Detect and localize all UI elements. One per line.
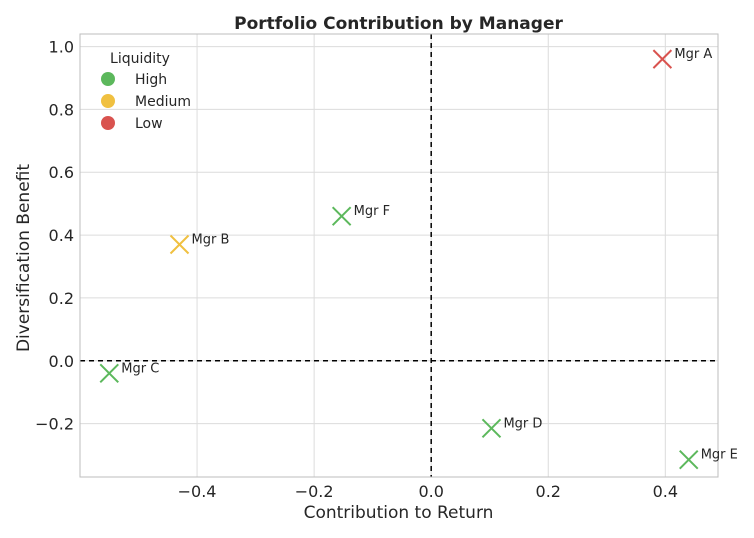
x-marker xyxy=(652,49,673,69)
legend-swatch-high xyxy=(101,72,115,86)
y-tick-label: 0.6 xyxy=(49,163,74,182)
legend-swatch-medium xyxy=(101,94,115,108)
x-axis-label: Contribution to Return xyxy=(304,503,494,523)
point-label: Mgr C xyxy=(121,361,159,376)
x-marker xyxy=(481,418,502,439)
y-tick-label: 0.8 xyxy=(49,100,74,119)
y-tick-label: 0.4 xyxy=(49,226,74,245)
point-mgr-e: Mgr E xyxy=(679,448,738,470)
point-label: Mgr E xyxy=(701,448,738,463)
x-tick-label: 0.4 xyxy=(653,482,678,501)
x-marker xyxy=(169,234,190,255)
point-mgr-c: Mgr C xyxy=(99,361,159,384)
legend-label: Medium xyxy=(135,94,191,110)
point-mgr-f: Mgr F xyxy=(331,204,390,226)
point-label: Mgr A xyxy=(674,47,712,62)
legend: Liquidity High Medium Low xyxy=(101,51,191,132)
point-label: Mgr D xyxy=(503,416,542,431)
legend-label: High xyxy=(135,72,167,88)
x-tick-label: 0.0 xyxy=(418,482,443,501)
x-marker xyxy=(331,206,352,226)
legend-label: Low xyxy=(135,116,163,132)
x-tick-label: −0.4 xyxy=(178,482,217,501)
legend-title: Liquidity xyxy=(110,51,170,67)
y-tick-label: −0.2 xyxy=(35,415,74,434)
point-label: Mgr B xyxy=(192,233,230,248)
legend-swatch-low xyxy=(101,116,115,130)
x-axis-ticks: −0.4 −0.2 0.0 0.2 0.4 xyxy=(178,482,678,501)
point-mgr-a: Mgr A xyxy=(652,47,712,69)
reference-lines xyxy=(80,34,718,477)
plot-area-frame xyxy=(79,33,719,478)
y-tick-label: 0.0 xyxy=(49,352,74,371)
y-tick-label: 0.2 xyxy=(49,289,74,308)
y-axis-ticks: −0.2 0.0 0.2 0.4 0.6 0.8 1.0 xyxy=(35,38,74,434)
y-axis-label: Diversification Benefit xyxy=(14,164,34,352)
point-mgr-d: Mgr D xyxy=(481,416,542,439)
point-label: Mgr F xyxy=(354,204,390,219)
x-marker xyxy=(679,450,699,470)
x-marker xyxy=(99,363,119,384)
y-tick-label: 1.0 xyxy=(49,38,74,57)
x-tick-label: −0.2 xyxy=(295,482,334,501)
x-tick-label: 0.2 xyxy=(536,482,561,501)
data-points: Mgr A Mgr B Mgr C Mgr D Mgr E Mgr F xyxy=(99,47,738,470)
chart-title: Portfolio Contribution by Manager xyxy=(234,14,563,34)
point-mgr-b: Mgr B xyxy=(169,233,230,255)
